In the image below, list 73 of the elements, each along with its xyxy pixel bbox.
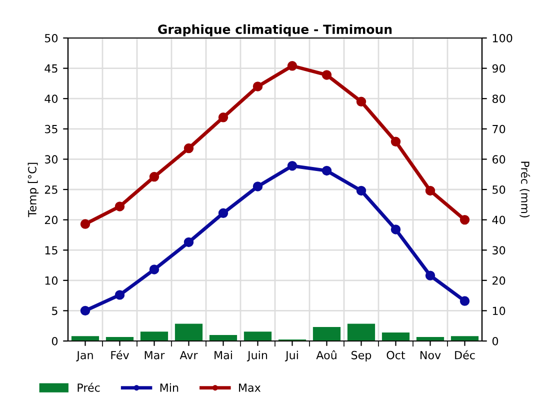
y2-tick-label: 50	[492, 185, 506, 194]
y-tick-label: 10	[45, 276, 58, 285]
point	[114, 202, 125, 212]
y-tick-label: 15	[45, 246, 58, 254]
y-tick-label: 30	[44, 155, 58, 164]
bar	[140, 332, 168, 341]
x-tick-label: Jan	[76, 351, 93, 362]
x-tick-label: Aoû	[316, 350, 336, 360]
bar	[347, 324, 376, 341]
y-tick-label: 25	[44, 185, 58, 194]
y-tick-label: 40	[44, 94, 58, 103]
x-tick-label: Jui	[284, 350, 298, 362]
x-tick-label: Juin	[246, 350, 268, 362]
x-tick-label: Fév	[111, 350, 130, 360]
x-tick-label: Sep	[352, 350, 372, 362]
point	[149, 264, 160, 274]
point	[218, 208, 228, 218]
y-tick-label: 35	[44, 124, 58, 134]
y2-tick-label: 10	[492, 306, 506, 316]
y-tick-label: 5	[52, 306, 58, 316]
point	[149, 172, 160, 182]
bar	[312, 327, 341, 341]
y2-tick-label: 100	[492, 34, 512, 42]
x-tick-label: Avr	[180, 351, 198, 360]
point	[460, 214, 470, 225]
y-tick-label: 45	[44, 64, 58, 73]
legend-label: Préc	[78, 382, 100, 392]
x-tick-label: Nov	[420, 351, 441, 360]
point	[390, 224, 401, 234]
point	[184, 237, 194, 248]
legend-label: Max	[239, 384, 261, 392]
y2-tick-label: 40	[492, 216, 506, 224]
point	[390, 136, 401, 146]
bar	[244, 332, 272, 341]
x-tick-label: Déc	[455, 350, 475, 360]
x-tick-label: Mar	[144, 351, 165, 360]
y2-axis-title: Préc (mm)	[520, 162, 530, 218]
y2-tick-label: 70	[492, 124, 506, 134]
chart-title: Graphique climatique - Timimoun	[158, 24, 392, 36]
y2-tick-label: 80	[492, 94, 506, 103]
point	[114, 290, 125, 300]
point	[252, 182, 263, 192]
point	[80, 306, 90, 316]
point	[184, 143, 194, 154]
point	[218, 112, 228, 122]
y-axis-title: Temp [°C]	[28, 162, 39, 218]
y-tick-label: 20	[44, 216, 58, 224]
bar	[382, 332, 410, 341]
point	[425, 270, 436, 280]
y2-tick-label: 90	[492, 64, 506, 73]
point	[80, 219, 90, 229]
point	[460, 296, 470, 306]
bar	[450, 336, 479, 341]
bar	[209, 334, 238, 341]
point	[287, 161, 298, 171]
point	[287, 61, 298, 71]
y2-tick-label: 30	[492, 246, 506, 254]
point	[356, 96, 366, 106]
bar	[71, 336, 100, 341]
y-tick-label: 0	[52, 336, 58, 346]
y2-tick-label: 60	[492, 155, 506, 164]
legend-label: Min	[160, 383, 178, 392]
point	[356, 186, 366, 196]
point	[322, 70, 332, 80]
point	[425, 186, 436, 196]
bar	[174, 324, 203, 341]
point	[322, 166, 332, 176]
x-tick-label: Oct	[386, 350, 406, 360]
x-tick-label: Mai	[214, 350, 232, 360]
y-tick-label: 50	[44, 34, 58, 42]
y2-tick-label: 20	[492, 276, 506, 285]
point	[252, 82, 263, 92]
y2-tick-label: 0	[492, 336, 498, 346]
